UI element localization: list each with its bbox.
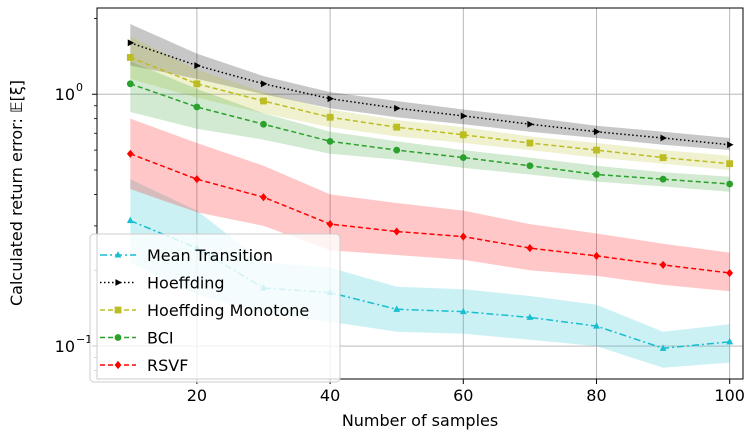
data-point (526, 162, 534, 170)
data-point (194, 62, 201, 69)
y-tick-exponent: −1 (76, 333, 92, 346)
legend-label: Hoeffding (147, 274, 225, 293)
x-axis-label: Number of samples (342, 411, 498, 430)
data-point (114, 306, 122, 314)
data-point (126, 149, 134, 158)
confidence-band (130, 36, 730, 171)
series-line (130, 83, 730, 185)
data-point (593, 146, 600, 154)
legend-label: Hoeffding Monotone (147, 301, 309, 320)
data-point (327, 95, 335, 103)
x-tick-label: 40 (320, 386, 340, 405)
data-point (127, 39, 135, 47)
confidence-band (130, 24, 730, 151)
data-point (126, 216, 134, 224)
y-tick-label: 10 (55, 337, 75, 356)
grid (97, 8, 743, 379)
data-point (260, 193, 267, 202)
x-tick-label: 100 (714, 386, 745, 405)
data-point (660, 134, 667, 142)
data-point (326, 220, 334, 229)
series-line (130, 56, 730, 165)
legend-label: RSVF (147, 356, 188, 375)
data-point (593, 322, 600, 329)
y-tick-exponent: 0 (76, 81, 83, 94)
data-point (393, 227, 401, 236)
data-point (394, 104, 401, 112)
y-axis-label: Calculated return error: 𝔼[ξ] (7, 80, 26, 306)
data-point (659, 175, 667, 183)
data-point (115, 279, 122, 286)
data-point (593, 251, 600, 261)
x-tick-label: 20 (187, 386, 207, 405)
legend: Mean Transition Hoeffding Hoeffding Monoto… (89, 233, 341, 383)
data-point (526, 243, 534, 253)
data-point (393, 123, 401, 131)
confidence-bands (130, 24, 730, 368)
data-point (459, 232, 467, 241)
series-markers (126, 39, 734, 351)
data-point (726, 337, 734, 345)
data-point (527, 120, 534, 128)
data-point (193, 80, 201, 88)
legend-box (89, 233, 341, 383)
confidence-band (130, 118, 730, 292)
data-point (727, 141, 734, 149)
confidence-band (130, 61, 730, 192)
data-point (459, 154, 467, 162)
legend-label: BCI (147, 329, 174, 348)
data-point (193, 175, 201, 184)
x-tick-label: 80 (586, 386, 606, 405)
data-point (460, 112, 468, 120)
data-point (393, 305, 401, 312)
data-point (126, 80, 134, 88)
data-point (326, 137, 334, 145)
data-point (260, 97, 267, 105)
data-point (260, 120, 267, 128)
data-point (593, 128, 601, 136)
data-point (459, 307, 467, 315)
x-tick-label: 60 (453, 386, 473, 405)
data-point (260, 80, 268, 88)
data-point (726, 268, 734, 278)
y-tick-label: 10 (55, 85, 75, 104)
data-point (526, 313, 534, 320)
data-point (593, 171, 600, 178)
data-point (126, 54, 134, 61)
data-point (659, 344, 667, 351)
data-point (114, 251, 122, 258)
data-point (659, 154, 667, 162)
confidence-band (130, 179, 730, 368)
data-point (193, 103, 201, 111)
data-point (114, 334, 122, 341)
series-line (130, 153, 730, 274)
data-point (326, 113, 334, 121)
series-line (130, 42, 730, 146)
data-point (726, 160, 734, 168)
data-point (114, 360, 122, 370)
data-point (393, 146, 401, 154)
plot-frame (96, 7, 744, 380)
x-axis-ticks: 20 40 60 80 100 (187, 379, 745, 405)
data-point (659, 260, 667, 270)
data-point (726, 180, 734, 188)
legend-label: Mean Transition (147, 246, 273, 265)
data-point (526, 139, 534, 147)
data-point (459, 131, 467, 139)
